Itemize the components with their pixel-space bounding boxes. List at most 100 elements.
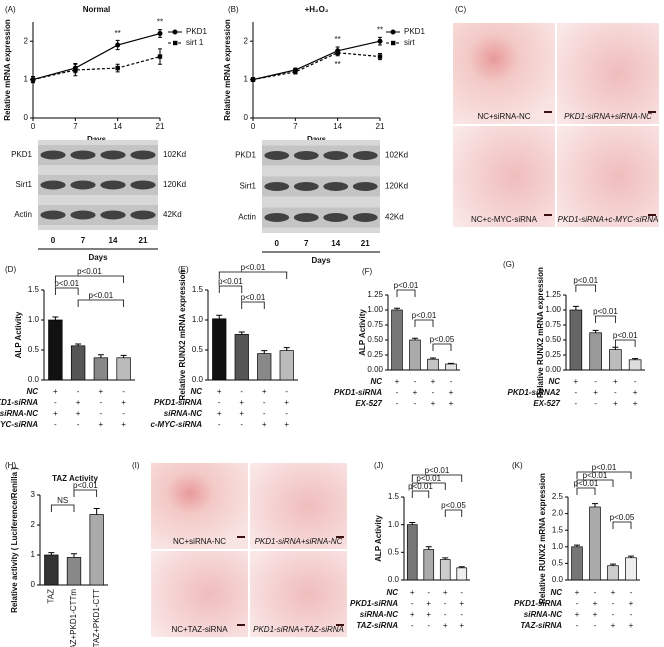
blot-row-label: PKD1 xyxy=(11,150,32,159)
bar xyxy=(89,514,104,586)
micrograph-caption: NC+c-MYC-siRNA xyxy=(471,215,538,224)
point xyxy=(293,69,298,75)
significance-bracket xyxy=(54,275,125,283)
y-tick-label: 0.25 xyxy=(367,350,383,359)
y-tick-label: 1.0 xyxy=(552,542,564,551)
significance-bracket xyxy=(575,284,597,292)
significance-bracket xyxy=(612,521,632,529)
y-tick-label: 1.5 xyxy=(28,285,40,294)
blot-size-label: 120Kd xyxy=(163,180,186,189)
blot-lane-label: 0 xyxy=(275,239,280,248)
blot-strip xyxy=(38,175,158,195)
condition-sign: - xyxy=(77,420,80,429)
blot-axis-label: Days xyxy=(311,256,331,265)
significance-label: p<0.01 xyxy=(613,331,638,340)
blot-band xyxy=(352,182,378,191)
y-tick-label: 1.00 xyxy=(545,305,561,314)
condition-sign: - xyxy=(396,399,399,408)
error-bar xyxy=(71,553,77,558)
x-tick-label: 21 xyxy=(156,122,165,131)
point xyxy=(115,42,121,48)
y-tick-label: 0.50 xyxy=(545,335,561,344)
condition-sign: - xyxy=(411,621,414,630)
bar xyxy=(212,318,227,381)
blot-strip xyxy=(38,205,158,225)
bar xyxy=(391,309,403,371)
significance-label: p<0.01 xyxy=(218,277,243,286)
y-axis-label: Relative RUNX2 mRNA expression xyxy=(536,267,545,398)
condition-sign: - xyxy=(594,399,597,408)
point xyxy=(335,50,340,55)
y-tick-label: 1 xyxy=(31,550,36,559)
condition-sign: + xyxy=(593,599,598,608)
panel-label: (D) xyxy=(5,265,16,274)
condition-sign: + xyxy=(443,588,448,597)
micrograph xyxy=(250,551,347,637)
condition-sign: + xyxy=(613,377,618,386)
condition-sign: - xyxy=(427,588,430,597)
panel-label: (B) xyxy=(228,5,239,14)
blot-lane-label: 14 xyxy=(109,236,118,245)
y-tick-label: 2 xyxy=(244,36,249,45)
condition-label: siRNA-NC xyxy=(524,610,562,619)
condition-sign: - xyxy=(77,387,80,396)
blot-size-label: 102Kd xyxy=(163,150,186,159)
condition-sign: + xyxy=(629,599,634,608)
point xyxy=(157,31,163,37)
condition-label: siRNA-NC xyxy=(0,409,38,418)
y-tick-label: 2.0 xyxy=(552,509,564,518)
significance-bracket xyxy=(396,289,416,297)
error-bar xyxy=(120,354,127,358)
bar xyxy=(628,359,642,371)
y-tick-label: 1.5 xyxy=(552,525,564,534)
bar xyxy=(116,357,131,381)
significance-bracket xyxy=(414,319,434,327)
legend-marker xyxy=(173,40,178,46)
error-bar xyxy=(412,337,418,340)
bar xyxy=(571,546,583,581)
bar xyxy=(456,567,468,581)
condition-sign: - xyxy=(54,420,57,429)
y-tick-label: 2 xyxy=(31,520,36,529)
condition-sign: + xyxy=(426,610,431,619)
micrograph xyxy=(453,23,555,124)
condition-sign: - xyxy=(634,377,637,386)
chart-title: Normal xyxy=(83,5,111,14)
scale-bar xyxy=(336,624,344,626)
y-tick-label: 1.25 xyxy=(367,290,383,299)
condition-sign: + xyxy=(575,588,580,597)
condition-sign: + xyxy=(611,588,616,597)
condition-sign: + xyxy=(413,388,418,397)
y-tick-label: 1.25 xyxy=(545,290,561,299)
micrograph xyxy=(557,126,659,227)
condition-sign: - xyxy=(218,420,221,429)
condition-sign: + xyxy=(574,377,579,386)
condition-sign: + xyxy=(633,399,638,408)
y-tick-label: 1.5 xyxy=(192,285,204,294)
blot-band xyxy=(323,213,349,222)
significance-bracket xyxy=(411,490,430,498)
condition-sign: + xyxy=(633,388,638,397)
condition-label: PKD1-siRNA2 xyxy=(508,388,561,397)
condition-label: PKD1-siRNA xyxy=(514,599,562,608)
point xyxy=(157,54,163,59)
blot-strip xyxy=(38,145,158,165)
error-bar xyxy=(283,347,290,351)
blot-lane-label: 7 xyxy=(81,236,86,245)
bar xyxy=(427,358,439,371)
condition-label: TAZ-siRNA xyxy=(520,621,562,630)
blot-lane-label: 21 xyxy=(361,239,370,248)
bar xyxy=(234,334,249,381)
y-tick-label: 0.0 xyxy=(388,575,400,584)
condition-label: NC xyxy=(26,387,38,396)
bar xyxy=(93,357,109,381)
micrograph xyxy=(151,551,248,637)
significance-label: p<0.01 xyxy=(241,263,266,272)
condition-sign: + xyxy=(239,398,244,407)
y-axis-label: ALP Activity xyxy=(14,311,23,358)
y-axis-label: Relative RUNX2 mRNA expression xyxy=(538,473,547,604)
significance-label: p<0.01 xyxy=(54,279,79,288)
condition-sign: + xyxy=(239,409,244,418)
panel-label: (C) xyxy=(455,5,466,14)
